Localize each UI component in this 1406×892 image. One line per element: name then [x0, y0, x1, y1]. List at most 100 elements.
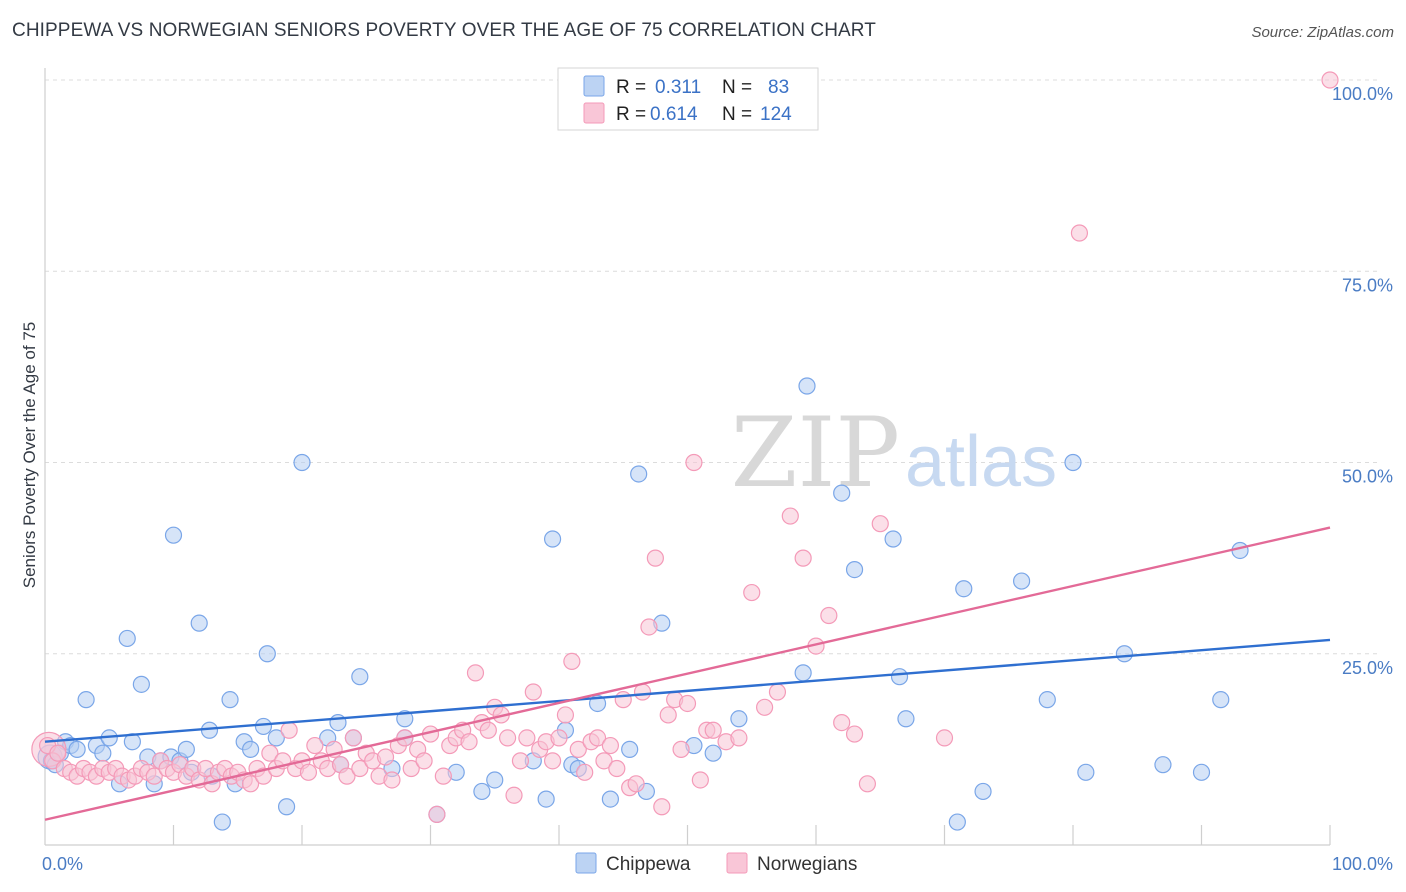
chippewa-point-69: [948, 813, 966, 831]
chippewa-point-29: [242, 740, 260, 758]
norwegians-point-83: [569, 740, 587, 758]
bottom-legend-norwegians: Norwegians: [757, 854, 857, 875]
chippewa-point-62: [794, 664, 812, 682]
chippewa-point-11: [118, 629, 136, 648]
chippewa-point-75: [1077, 763, 1095, 781]
chippewa-point-34: [293, 453, 311, 472]
chippewa-point-70: [955, 580, 973, 598]
norwegians-point-120: [1321, 71, 1339, 89]
chippewa-point-41: [396, 710, 414, 728]
norwegians-point-84: [576, 763, 594, 781]
norwegians-point-94: [640, 618, 658, 636]
axes: [44, 68, 1331, 846]
chippewa-point-71: [974, 782, 992, 801]
legend-r-value-1: 0.614: [650, 104, 698, 125]
legend-r-label-1: R =: [616, 104, 646, 125]
watermark-zip: ZIP: [731, 397, 900, 509]
norwegians-point-72: [499, 729, 517, 747]
chippewa-point-67: [890, 668, 909, 686]
chippewa-point-68: [897, 710, 915, 728]
norwegians-point-82: [563, 652, 581, 671]
chippewa-point-73: [1038, 691, 1056, 709]
legend-r-value-0: 0.311: [655, 77, 701, 98]
legend-n-label-0: N =: [722, 77, 752, 98]
norwegians-point-80: [550, 729, 568, 747]
grid-lines: [45, 79, 1380, 655]
norwegians-point-110: [781, 507, 799, 525]
tick-labels: 25.0% 50.0% 75.0% 100.0% 0.0% 100.0%: [42, 84, 1393, 874]
chart-title: CHIPPEWA VS NORWEGIAN SENIORS POVERTY OV…: [12, 20, 876, 41]
bottom-legend-swatch-norwegians: [726, 852, 748, 874]
legend-n-value-1: 124: [760, 104, 792, 125]
chippewa-point-66: [884, 530, 902, 548]
norwegians-point-61: [428, 805, 446, 824]
chippewa-point-18: [164, 526, 183, 544]
norwegians-point-2: [49, 744, 67, 762]
y-axis-label: Seniors Poverty Over the Age of 75: [20, 322, 39, 588]
norwegians-point-99: [672, 740, 690, 758]
norwegians-point-47: [338, 767, 356, 785]
chippewa-point-54: [601, 790, 620, 808]
chippewa-point-64: [833, 484, 851, 502]
y-tick-label-2: 75.0%: [1342, 275, 1393, 295]
chippewa-point-25: [213, 813, 231, 831]
norwegians-point-86: [588, 729, 607, 747]
norwegians-point-113: [820, 606, 838, 625]
norwegians-point-97: [659, 706, 677, 724]
chippewa-point-49: [543, 530, 562, 548]
norwegians-point-48: [344, 729, 362, 747]
bottom-legend-chippewa: Chippewa: [606, 854, 691, 875]
norwegians-point-111: [794, 549, 812, 567]
norwegians-trend-line: [44, 526, 1331, 821]
chippewa-point-56: [630, 465, 648, 483]
norwegians-point-116: [858, 775, 877, 793]
norwegians-point-89: [608, 759, 626, 778]
norwegians-point-108: [755, 698, 774, 716]
norwegians-point-106: [730, 729, 748, 747]
norwegians-point-32: [242, 775, 260, 793]
legend-r-label-0: R =: [616, 77, 646, 98]
norwegians-point-59: [415, 752, 433, 770]
norwegians-point-118: [935, 729, 954, 747]
chippewa-point-8: [94, 744, 112, 762]
chippewa-trend-line: [44, 638, 1331, 743]
norwegians-point-53: [376, 748, 395, 766]
norwegians-point-117: [871, 515, 889, 533]
norwegians-point-69: [479, 721, 497, 739]
norwegians-point-67: [466, 664, 485, 682]
norwegians-points: [31, 71, 1339, 824]
norwegians-point-100: [678, 694, 697, 713]
norwegians-point-92: [627, 775, 645, 793]
norwegians-point-42: [306, 736, 324, 755]
legend-swatch-norwegians: [583, 102, 605, 124]
norwegians-point-101: [685, 453, 703, 472]
y-tick-label-0: 25.0%: [1342, 658, 1393, 678]
chippewa-point-33: [277, 798, 296, 816]
norwegians-point-95: [646, 549, 664, 567]
norwegians-point-93: [633, 683, 652, 701]
chippewa-point-76: [1115, 645, 1134, 663]
x-tick-label-1: 100.0%: [1332, 854, 1393, 874]
norwegians-point-57: [402, 759, 420, 778]
norwegians-point-115: [845, 725, 864, 743]
norwegians-point-87: [595, 752, 613, 770]
norwegians-point-35: [261, 744, 279, 762]
norwegians-point-41: [299, 763, 318, 781]
norwegians-point-74: [511, 752, 530, 770]
chippewa-point-6: [77, 691, 95, 709]
norwegians-point-114: [833, 713, 851, 732]
norwegians-point-88: [601, 736, 620, 755]
legend-n-label-1: N =: [722, 104, 752, 125]
norwegians-point-81: [556, 706, 575, 724]
chippewa-point-39: [351, 668, 369, 686]
norwegians-point-109: [768, 683, 787, 701]
norwegians-point-119: [1070, 224, 1089, 242]
watermark-atlas: atlas: [905, 422, 1057, 502]
chippewa-point-46: [486, 771, 504, 789]
norwegians-point-73: [505, 786, 523, 804]
norwegians-point-75: [518, 729, 536, 747]
norwegians-point-66: [460, 733, 478, 751]
norwegians-point-102: [691, 771, 709, 789]
norwegians-point-38: [280, 721, 298, 739]
